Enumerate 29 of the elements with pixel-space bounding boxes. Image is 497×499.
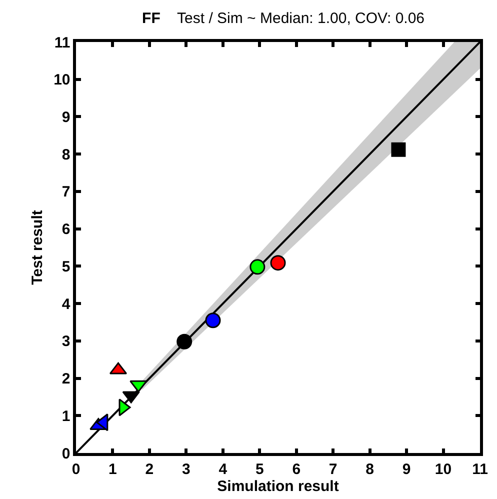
x-tick-label: 7 xyxy=(328,460,338,478)
point xyxy=(391,142,406,157)
x-tick-label: 10 xyxy=(434,460,452,478)
y-tick-label: 9 xyxy=(62,108,70,126)
x-tick-label: 4 xyxy=(218,460,228,478)
x-tick-label: 8 xyxy=(366,460,374,478)
x-tick-label: 9 xyxy=(402,460,411,478)
y-tick-label: 1 xyxy=(62,408,70,425)
y-tick-label: 10 xyxy=(54,72,70,89)
x-axis-title: Simulation result xyxy=(217,478,339,495)
y-tick-label: 8 xyxy=(62,146,70,164)
x-tick-label: 3 xyxy=(182,460,190,478)
y-tick-label: 7 xyxy=(62,184,70,201)
x-tick-label: 11 xyxy=(472,460,488,478)
x-tick-label: 2 xyxy=(145,460,154,478)
y-tick-label: 6 xyxy=(62,221,70,238)
point xyxy=(270,255,286,271)
y-axis-title: Test result xyxy=(28,210,46,285)
x-tick-label: 5 xyxy=(255,460,264,478)
x-tick-label: 6 xyxy=(292,460,301,478)
y-tick-label: 5 xyxy=(62,258,70,276)
y-tick-label: 3 xyxy=(62,333,70,350)
y-tick-label: 0 xyxy=(62,445,70,462)
chart-title: FF xyxy=(142,10,160,27)
chart-subtitle: Test / Sim ~ Median: 1.00, COV: 0.06 xyxy=(177,10,425,27)
x-tick-label: 1 xyxy=(108,460,117,478)
y-tick-label: 11 xyxy=(54,34,70,52)
y-tick-label: 2 xyxy=(62,370,70,388)
y-tick-label: 4 xyxy=(62,296,71,313)
